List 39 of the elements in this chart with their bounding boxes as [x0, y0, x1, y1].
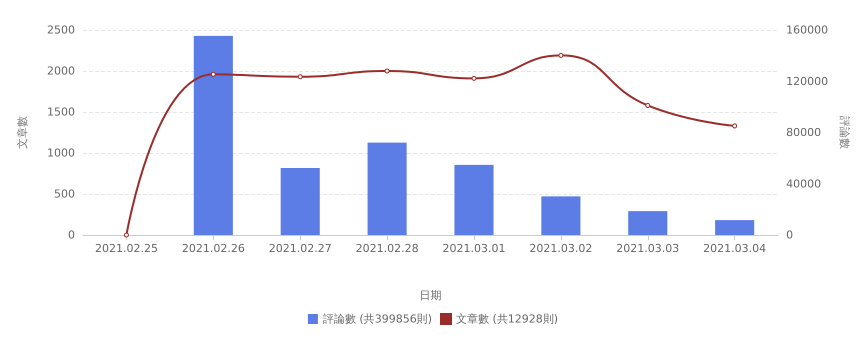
bar	[715, 220, 754, 235]
bar	[454, 164, 494, 235]
point	[384, 68, 390, 74]
x-tick-label: 2021.03.01	[442, 242, 506, 255]
bar	[280, 168, 320, 235]
point	[472, 76, 476, 81]
point	[210, 72, 216, 77]
point	[124, 232, 129, 238]
y2-tick-label: 160000	[786, 24, 828, 36]
y-tick-label: 500	[54, 188, 75, 200]
y-tick-label: 0	[68, 228, 75, 242]
x-tick-label: 2021.02.25	[94, 242, 158, 255]
y-tick-label: 2000	[47, 64, 75, 78]
x-tick-label: 2021.02.28	[356, 242, 419, 255]
x-tick-label: 2021.02.26	[182, 242, 245, 255]
point	[645, 102, 650, 108]
x-tick-label: 2021.03.03	[616, 242, 680, 255]
y2-axis-title: 評論數	[838, 116, 851, 149]
x-tick-label: 2021.02.27	[268, 242, 332, 255]
y-axis-title: 文章數	[16, 116, 29, 149]
point	[298, 74, 303, 80]
y-tick-label: 1000	[47, 146, 75, 160]
y-tick-label: 1500	[47, 106, 75, 118]
x-tick-label: 2021.03.02	[529, 242, 592, 255]
legend-label: 文章數 (共12928則)	[456, 312, 558, 326]
bar	[541, 196, 580, 235]
bar	[368, 142, 407, 235]
y2-tick-label: 40000	[786, 177, 822, 190]
x-tick-label: 2021.03.04	[703, 242, 766, 255]
x-axis-title: 日期	[420, 289, 442, 302]
point	[558, 52, 564, 58]
y-tick-label: 2500	[47, 24, 75, 36]
point	[732, 123, 738, 128]
y2-tick-label: 0	[786, 228, 794, 242]
legend-label: 評論數 (共399856則)	[322, 312, 432, 326]
bar	[628, 211, 668, 235]
y2-tick-label: 80000	[786, 126, 822, 139]
bar	[194, 36, 233, 235]
y2-tick-label: 120000	[786, 74, 828, 88]
